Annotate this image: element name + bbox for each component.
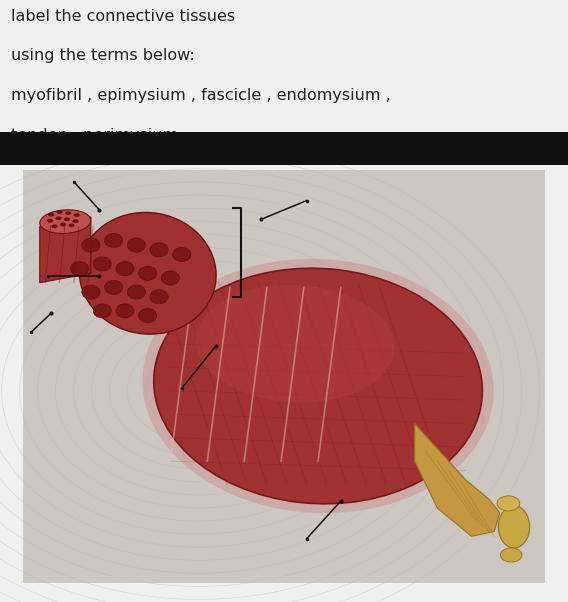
Bar (23, 170, 545, 583)
Polygon shape (415, 424, 500, 536)
Ellipse shape (127, 238, 145, 252)
Ellipse shape (497, 496, 520, 511)
Ellipse shape (143, 259, 494, 513)
Ellipse shape (116, 261, 134, 276)
Text: myofibril , epimysium , fascicle , endomysium ,: myofibril , epimysium , fascicle , endom… (11, 88, 391, 103)
Ellipse shape (82, 285, 100, 299)
Ellipse shape (105, 234, 123, 247)
Ellipse shape (139, 308, 157, 323)
Ellipse shape (65, 211, 71, 215)
Bar (0, 132, 568, 166)
Ellipse shape (64, 218, 70, 221)
Ellipse shape (48, 213, 54, 216)
Ellipse shape (161, 271, 179, 285)
Ellipse shape (139, 266, 157, 281)
Ellipse shape (196, 285, 395, 403)
Ellipse shape (127, 285, 145, 299)
Ellipse shape (56, 217, 61, 220)
Ellipse shape (70, 261, 89, 276)
Text: tendon , perimysium: tendon , perimysium (11, 128, 178, 143)
Ellipse shape (93, 304, 111, 318)
Text: using the terms below:: using the terms below: (11, 48, 195, 63)
Ellipse shape (69, 224, 74, 227)
Ellipse shape (40, 210, 91, 234)
Ellipse shape (105, 281, 123, 294)
Ellipse shape (150, 243, 168, 257)
Ellipse shape (52, 225, 57, 228)
Ellipse shape (499, 506, 529, 548)
Ellipse shape (80, 213, 216, 334)
Ellipse shape (60, 223, 66, 226)
Ellipse shape (93, 257, 111, 271)
Ellipse shape (82, 238, 100, 252)
Polygon shape (40, 217, 91, 283)
Ellipse shape (74, 214, 80, 217)
Ellipse shape (150, 290, 168, 304)
Ellipse shape (154, 268, 482, 504)
Ellipse shape (47, 219, 53, 222)
Ellipse shape (73, 220, 78, 223)
Ellipse shape (500, 548, 522, 562)
Ellipse shape (173, 247, 191, 261)
Ellipse shape (116, 304, 134, 318)
Text: label the connective tissues: label the connective tissues (11, 8, 236, 23)
Ellipse shape (57, 211, 62, 214)
